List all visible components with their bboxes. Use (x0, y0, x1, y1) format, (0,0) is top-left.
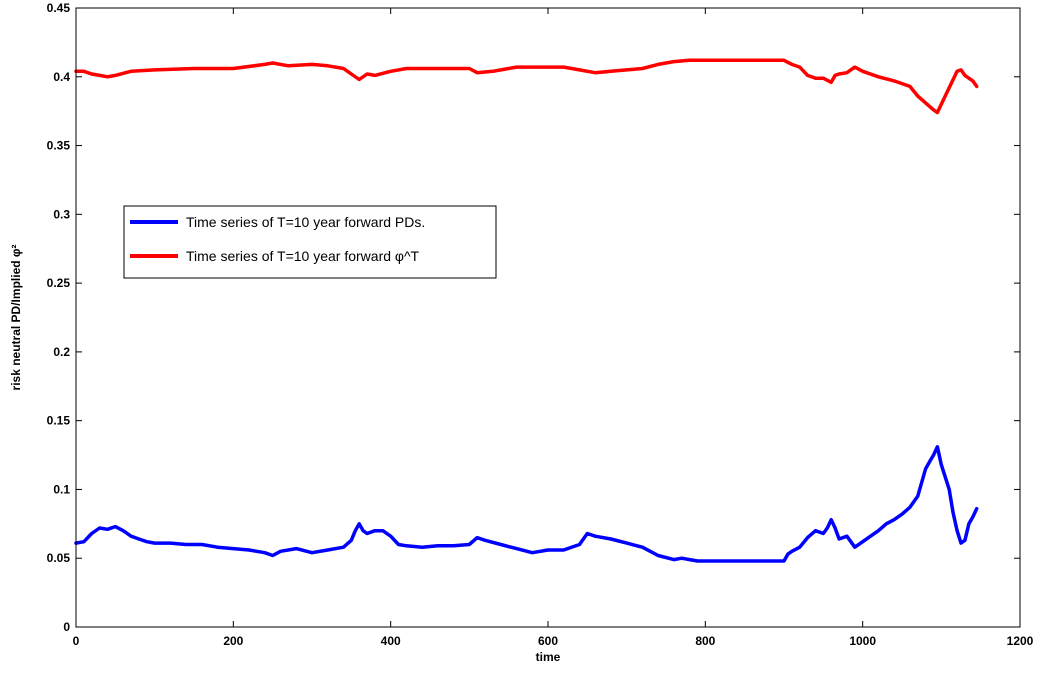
y-tick-label: 0.3 (53, 207, 70, 221)
x-tick-label: 800 (695, 634, 715, 648)
x-tick-label: 0 (73, 634, 80, 648)
y-tick-label: 0.05 (47, 551, 71, 565)
legend-label-phi: Time series of T=10 year forward φ^T (186, 248, 420, 264)
legend: Time series of T=10 year forward PDs. Ti… (123, 205, 497, 279)
x-tick-label: 1000 (849, 634, 876, 648)
legend-box (123, 205, 497, 279)
y-tick-label: 0.2 (53, 345, 70, 359)
series-line-phi (74, 58, 979, 115)
y-tick-label: 0.35 (47, 139, 71, 153)
y-tick-label: 0.25 (47, 276, 71, 290)
x-axis-label: time (536, 650, 561, 664)
x-tick-label: 1200 (1007, 634, 1034, 648)
legend-label-pds: Time series of T=10 year forward PDs. (186, 214, 425, 230)
y-tick-label: 0.4 (53, 70, 70, 84)
y-tick-label: 0.15 (47, 414, 71, 428)
x-tick-label: 200 (223, 634, 243, 648)
x-tick-label: 400 (381, 634, 401, 648)
y-tick-label: 0.1 (53, 482, 70, 496)
y-tick-label: 0.45 (47, 1, 71, 15)
y-axis-label: risk neutral PD/Implied φ² (9, 245, 23, 391)
ticks-layer: 0 200 400 600 800 1000 1200 0 0.05 0.1 0.15 0.2 0.25… (47, 1, 1034, 648)
y-tick-label: 0 (63, 620, 70, 634)
x-tick-label: 600 (538, 634, 558, 648)
series-line-pds (74, 445, 979, 563)
series-layer (74, 58, 979, 563)
